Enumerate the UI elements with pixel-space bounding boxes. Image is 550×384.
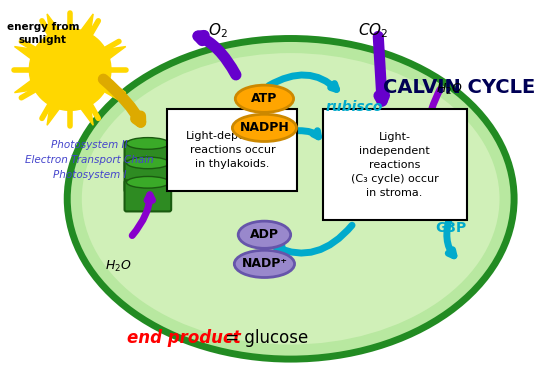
FancyBboxPatch shape bbox=[124, 141, 171, 172]
FancyBboxPatch shape bbox=[124, 180, 171, 212]
Ellipse shape bbox=[235, 85, 294, 113]
Text: $H_2O$: $H_2O$ bbox=[106, 259, 132, 274]
Text: Light-
independent
reactions
(C₃ cycle) occur
in stroma.: Light- independent reactions (C₃ cycle) … bbox=[351, 132, 438, 198]
Text: $CO_2$: $CO_2$ bbox=[358, 22, 388, 40]
FancyBboxPatch shape bbox=[323, 109, 468, 220]
Polygon shape bbox=[98, 76, 126, 93]
Ellipse shape bbox=[232, 114, 296, 141]
Circle shape bbox=[33, 33, 107, 106]
Polygon shape bbox=[14, 76, 42, 93]
Text: rubisco: rubisco bbox=[325, 99, 382, 114]
Text: ATP: ATP bbox=[251, 92, 278, 105]
Text: Light-dependent
reactions occur
in thylakoids.: Light-dependent reactions occur in thyla… bbox=[186, 131, 279, 169]
Text: G3P: G3P bbox=[436, 221, 466, 235]
Polygon shape bbox=[76, 98, 93, 125]
Text: NADPH: NADPH bbox=[240, 121, 289, 134]
Ellipse shape bbox=[238, 221, 290, 248]
Text: = glucose: = glucose bbox=[221, 329, 309, 347]
Text: $O_2$: $O_2$ bbox=[208, 22, 228, 40]
FancyBboxPatch shape bbox=[167, 109, 298, 191]
Text: ADP: ADP bbox=[250, 228, 279, 241]
Ellipse shape bbox=[67, 38, 514, 359]
Ellipse shape bbox=[234, 250, 295, 278]
Text: CALVIN CYCLE: CALVIN CYCLE bbox=[383, 78, 535, 97]
Text: Photosystem II
Electron Transport Chain
Photosystem I: Photosystem II Electron Transport Chain … bbox=[25, 140, 154, 180]
Text: energy from
sunlight: energy from sunlight bbox=[7, 22, 79, 45]
Text: NADP⁺: NADP⁺ bbox=[241, 257, 288, 270]
Ellipse shape bbox=[126, 137, 169, 149]
Ellipse shape bbox=[126, 177, 169, 188]
Polygon shape bbox=[47, 14, 64, 41]
Circle shape bbox=[29, 29, 111, 110]
Ellipse shape bbox=[82, 53, 499, 344]
Polygon shape bbox=[47, 98, 64, 125]
Polygon shape bbox=[98, 46, 126, 63]
Polygon shape bbox=[76, 14, 93, 41]
Polygon shape bbox=[14, 46, 42, 63]
FancyBboxPatch shape bbox=[124, 161, 171, 192]
Text: end product: end product bbox=[127, 329, 241, 347]
Text: $H_2O$: $H_2O$ bbox=[436, 81, 463, 96]
Ellipse shape bbox=[126, 157, 169, 169]
